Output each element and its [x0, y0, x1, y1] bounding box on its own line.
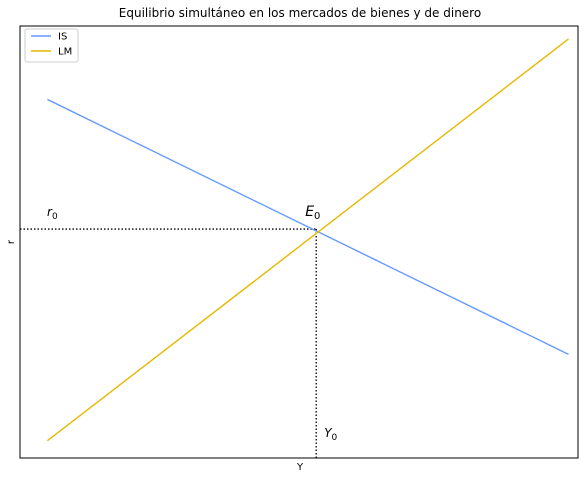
equilibrium-label: E0 — [305, 204, 320, 222]
legend-box — [24, 28, 79, 63]
y0-label: Y0 — [324, 426, 337, 443]
chart-title: Equilibrio simultáneo en los mercados de… — [119, 6, 481, 20]
series-line-is — [47, 98, 569, 355]
plot-frame — [19, 25, 579, 459]
legend: IS LM — [24, 28, 79, 63]
legend-label-lm: LM — [58, 47, 72, 58]
r0-label: r0 — [47, 205, 58, 222]
legend-label-is: IS — [58, 32, 67, 43]
series-line-lm — [46, 38, 569, 442]
y-axis-label: r — [6, 239, 17, 244]
x-axis-label: Y — [296, 462, 304, 473]
